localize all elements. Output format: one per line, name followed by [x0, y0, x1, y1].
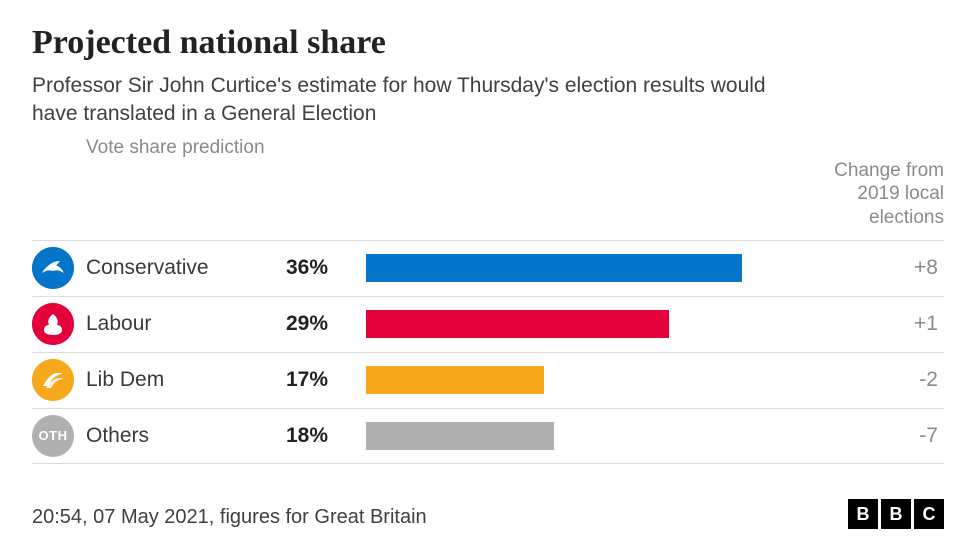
bar — [366, 422, 554, 450]
change-value: -2 — [804, 368, 944, 392]
party-name: Others — [86, 424, 286, 448]
party-badge — [32, 303, 74, 345]
conservative-icon — [32, 247, 74, 289]
table-row: Lib Dem17% -2 — [32, 352, 944, 408]
party-name: Conservative — [86, 256, 286, 280]
header-vote-share: Vote share prediction — [86, 137, 366, 159]
change-value: +8 — [804, 256, 944, 280]
bar — [366, 310, 669, 338]
change-value: -7 — [804, 424, 944, 448]
vote-share-pct: 29% — [286, 312, 366, 336]
party-name: Lib Dem — [86, 368, 286, 392]
bbc-logo: B B C — [848, 499, 944, 529]
column-headers: Vote share prediction Change from 2019 l… — [32, 137, 944, 230]
table-row: Labour29% +1 — [32, 296, 944, 352]
bar — [366, 366, 544, 394]
header-change: Change from 2019 local elections — [804, 159, 944, 230]
footnote: 20:54, 07 May 2021, figures for Great Br… — [32, 506, 427, 529]
party-badge — [32, 359, 74, 401]
table-row: OTH Others18% -7 — [32, 408, 944, 464]
bbc-block: C — [914, 499, 944, 529]
vote-share-pct: 17% — [286, 368, 366, 392]
subtitle: Professor Sir John Curtice's estimate fo… — [32, 72, 792, 129]
bar — [366, 254, 742, 282]
table-row: Conservative36% +8 — [32, 240, 944, 296]
labour-icon — [32, 303, 74, 345]
libdem-icon — [32, 359, 74, 401]
change-value: +1 — [804, 312, 944, 336]
bbc-block: B — [881, 499, 911, 529]
others-badge-text: OTH — [39, 428, 68, 443]
party-name: Labour — [86, 312, 286, 336]
chart-rows: Conservative36% +8 Labour29% +1 Lib Dem17% -2… — [32, 240, 944, 464]
party-badge: OTH — [32, 415, 74, 457]
vote-share-pct: 36% — [286, 256, 366, 280]
vote-share-pct: 18% — [286, 424, 366, 448]
page-title: Projected national share — [32, 24, 944, 62]
party-badge — [32, 247, 74, 289]
bbc-block: B — [848, 499, 878, 529]
